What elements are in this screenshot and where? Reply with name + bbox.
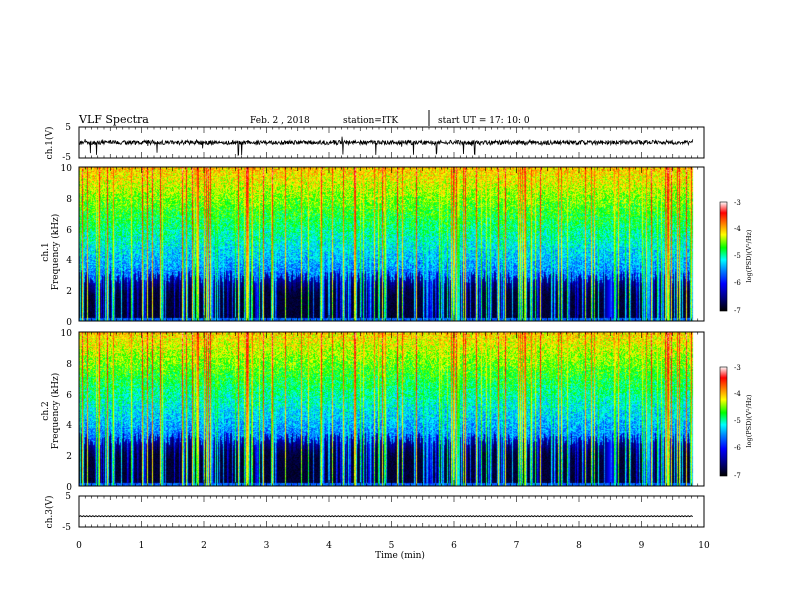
ch1-ytick-10: 10	[61, 164, 73, 174]
ch1-cbtick-m7: -7	[734, 307, 741, 315]
ch2-frequency-tick-labels: 0 2 4 6 8 10	[61, 329, 73, 493]
time-tick-1: 1	[139, 541, 145, 551]
ch2-channel-label: ch.2	[41, 401, 51, 420]
ch1-cbtick-m3: -3	[734, 199, 741, 207]
ch2-colorbar-ticks: -3 -4 -5 -6 -7	[734, 364, 741, 480]
ch3-ylabel: ch.3(V)	[44, 496, 55, 529]
ch2-frequency-label: Frequency (kHz)	[50, 373, 61, 450]
ch2-colorbar-label: log(PSD)(V²/Hz)	[745, 394, 753, 447]
start-time-label: start UT = 17: 10: 0	[438, 116, 530, 126]
ch1-ytick-2: 2	[66, 287, 72, 297]
time-tick-9: 9	[639, 541, 645, 551]
ch1-channel-label: ch.1	[41, 242, 51, 261]
time-tick-8: 8	[576, 541, 582, 551]
ch1-frequency-label: Frequency (kHz)	[50, 214, 61, 291]
ch1-ytick-6: 6	[66, 226, 72, 236]
ch1-ytick-top: 5	[65, 123, 71, 133]
ch2-spectrogram-ticks	[78, 332, 705, 486]
ch1-spectrogram-panel: 0 2 4 6 8 10 ch.1 Frequency (kHz)	[41, 164, 753, 328]
ch2-cbtick-m6: -6	[734, 444, 741, 452]
ch2-cbtick-m5: -5	[734, 417, 741, 425]
ch2-ytick-6: 6	[66, 391, 72, 401]
ch2-ytick-4: 4	[66, 421, 72, 431]
time-tick-0: 0	[76, 541, 82, 551]
ch2-ytick-8: 8	[66, 360, 72, 370]
ch1-spectrogram-ticks	[78, 167, 705, 321]
time-tick-3: 3	[264, 541, 270, 551]
station-label: station=ITK	[343, 116, 398, 126]
ch1-ytick-0: 0	[66, 318, 72, 328]
ch2-spectrogram-panel: 0 2 4 6 8 10 ch.2 Frequency (kHz) -3 -4 …	[41, 329, 753, 493]
ch1-cbtick-m6: -6	[734, 279, 741, 287]
time-tick-2: 2	[201, 541, 207, 551]
ch2-spectrogram-image	[79, 332, 704, 486]
ch1-waveform-trace	[78, 136, 694, 157]
ch2-cbtick-m7: -7	[734, 472, 741, 480]
ch3-waveform-panel: 5 -5 ch.3(V) 0 1 2 3 4 5 6 7 8 9 10 Time (min)	[44, 492, 710, 561]
time-tick-7: 7	[514, 541, 520, 551]
time-tick-labels: 0 1 2 3 4 5 6 7 8 9 10	[76, 541, 710, 551]
ch2-ytick-2: 2	[66, 452, 72, 462]
ch1-spectrogram-image	[79, 167, 704, 321]
ch2-ytick-0: 0	[66, 483, 72, 493]
time-tick-6: 6	[451, 541, 457, 551]
ch1-cbtick-m5: -5	[734, 252, 741, 260]
ch1-cbtick-m4: -4	[734, 225, 741, 233]
ch1-waveform-panel: 5 -5 ch.1(V)	[44, 123, 705, 163]
ch1-colorbar-ticks: -3 -4 -5 -6 -7	[734, 199, 741, 315]
ch2-colorbar	[719, 366, 728, 477]
ch1-ytick-8: 8	[66, 195, 72, 205]
date-label: Feb. 2 , 2018	[250, 116, 310, 126]
ch2-cbtick-m4: -4	[734, 390, 741, 398]
time-axis-label: Time (min)	[375, 550, 425, 561]
ch3-waveform-trace	[78, 515, 694, 518]
ch3-x-ticks	[78, 496, 705, 527]
ch3-ytick-top: 5	[65, 492, 71, 502]
ch1-ylabel: ch.1(V)	[44, 127, 55, 160]
ch1-x-ticks	[78, 127, 705, 158]
ch1-colorbar-label: log(PSD)(V²/Hz)	[745, 229, 753, 282]
time-tick-4: 4	[326, 541, 332, 551]
ch2-cbtick-m3: -3	[734, 364, 741, 372]
figure-title: VLF Spectra	[78, 113, 149, 126]
ch1-frequency-tick-labels: 0 2 4 6 8 10	[61, 164, 73, 328]
time-tick-10: 10	[698, 541, 710, 551]
ch1-colorbar	[719, 201, 728, 312]
ch2-ytick-10: 10	[61, 329, 73, 339]
ch1-ytick-bottom: -5	[62, 153, 71, 163]
ch3-ytick-bottom: -5	[62, 523, 71, 533]
time-tick-5: 5	[389, 541, 395, 551]
ch1-ytick-4: 4	[66, 256, 72, 266]
